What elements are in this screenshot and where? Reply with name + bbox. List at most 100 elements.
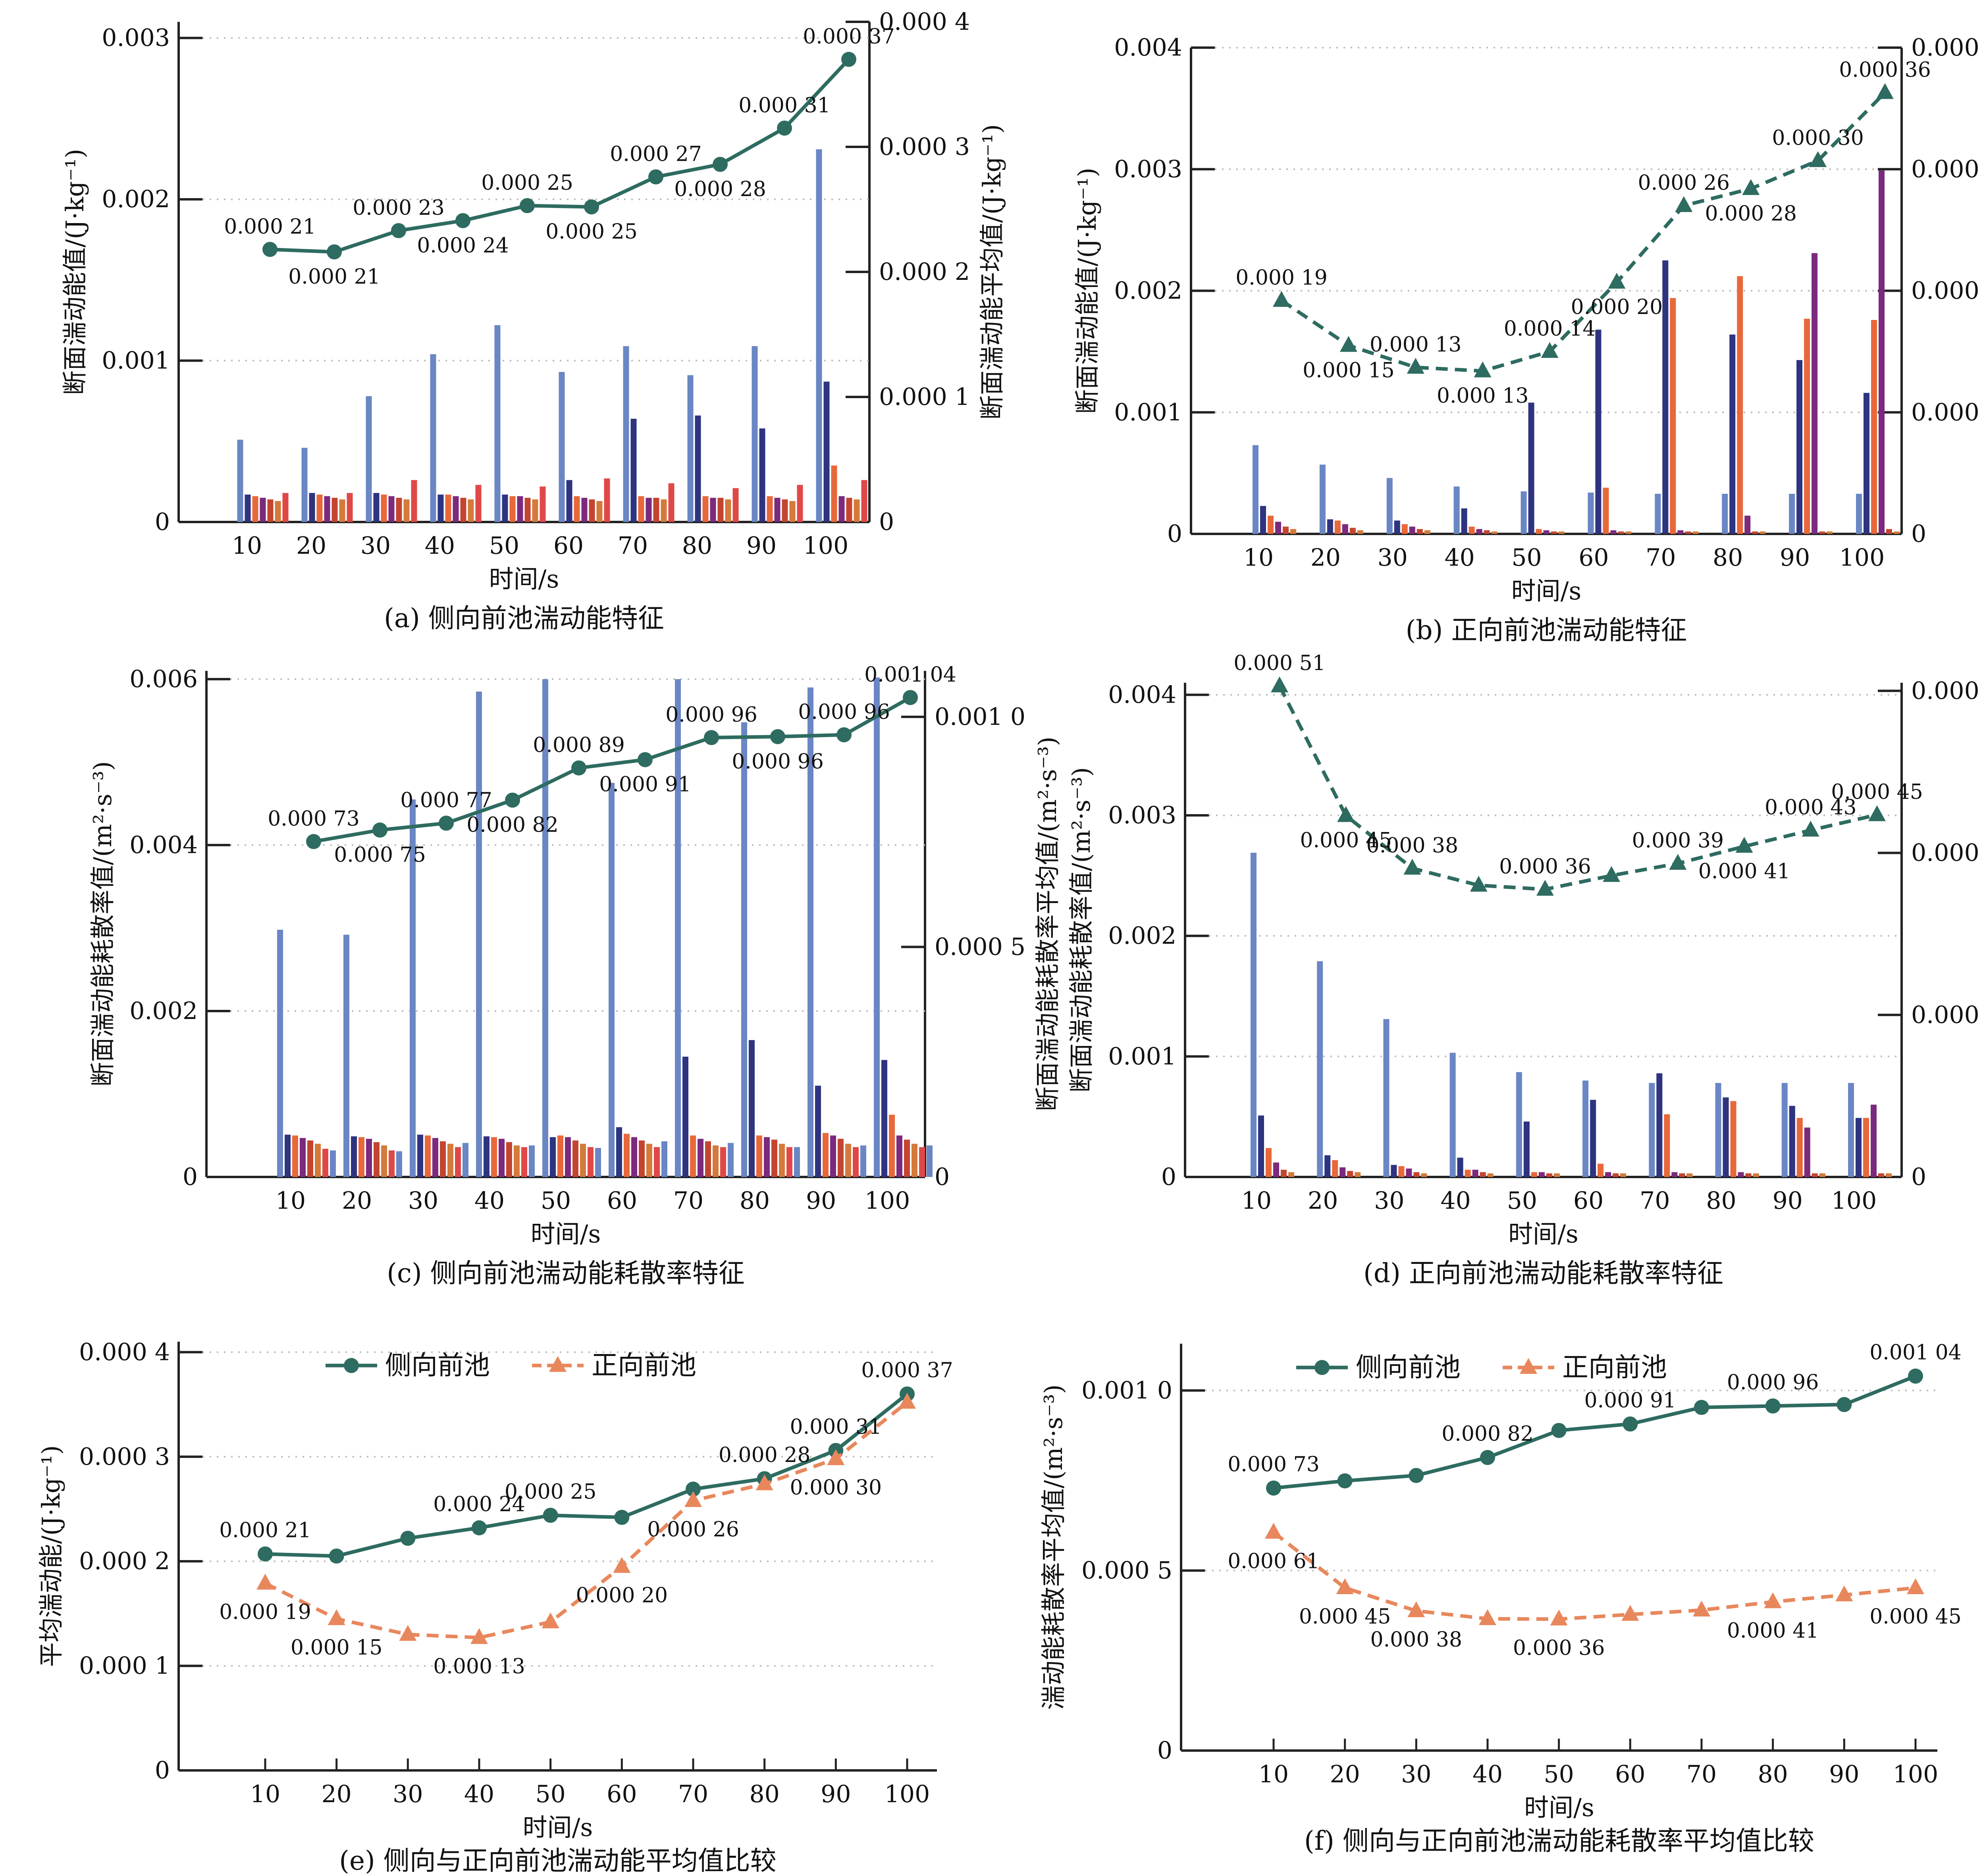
bar [1649, 1083, 1655, 1177]
bar [396, 498, 402, 522]
x-tick-label: 100 [1839, 544, 1885, 572]
data-point [1403, 859, 1421, 875]
data-point [1837, 1397, 1852, 1412]
data-label: 0.000 25 [481, 171, 573, 195]
bar [1457, 1158, 1463, 1177]
series-line [270, 58, 850, 254]
data-label: 0.000 96 [665, 703, 757, 727]
bar [1605, 1172, 1611, 1177]
data-point [1765, 1398, 1781, 1414]
bar [604, 478, 610, 522]
data-label: 0.000 77 [400, 789, 492, 813]
bar [756, 1135, 762, 1177]
bar [447, 1144, 453, 1177]
bar [1789, 493, 1795, 534]
bar [580, 1144, 586, 1177]
legend-marker [1314, 1360, 1330, 1375]
bar [797, 485, 803, 522]
bar [1327, 519, 1333, 534]
bar [366, 396, 372, 522]
data-label: 0.000 37 [861, 1359, 953, 1383]
bar [1878, 1173, 1884, 1177]
bar [396, 1151, 402, 1177]
bar [417, 1134, 423, 1177]
x-tick-label: 30 [393, 1780, 423, 1808]
data-point [1764, 1592, 1782, 1608]
bar [752, 346, 758, 522]
data-label: 0.000 28 [1705, 202, 1797, 225]
bar [1664, 1114, 1670, 1177]
data-point [1809, 151, 1827, 167]
bar [1449, 1053, 1456, 1177]
data-point [1551, 1423, 1567, 1438]
data-label: 0.000 61 [1228, 1549, 1320, 1573]
bar [410, 799, 416, 1177]
bar [1406, 1168, 1412, 1177]
x-tick-label: 100 [885, 1780, 930, 1808]
y-tick-label-right: 0 [935, 1163, 950, 1191]
y-tick-label-left: 0 [155, 508, 170, 536]
y-tick-label-left: 0.004 [1114, 34, 1182, 62]
bar [653, 498, 659, 522]
bar [1677, 530, 1684, 534]
bar [432, 1138, 438, 1177]
bar [476, 691, 482, 1177]
y-tick-label-right: 0.000 6 [1911, 677, 1985, 705]
x-tick-label: 80 [749, 1780, 779, 1808]
data-point [391, 223, 406, 239]
data-label: 0.000 28 [719, 1443, 811, 1467]
data-point [1876, 83, 1894, 99]
data-label: 0.000 23 [353, 196, 445, 220]
y-axis-label-left: 断面湍动能耗散率值/(m²·s⁻³) [1067, 767, 1096, 1092]
bar [1413, 1172, 1420, 1177]
y-tick-label: 0 [155, 1757, 170, 1784]
bar [675, 679, 681, 1177]
bar [1671, 1172, 1678, 1177]
chart-caption: (d) 正向前池湍动能耗散率特征 [1363, 1258, 1723, 1289]
data-point [1623, 1416, 1638, 1432]
bar [1398, 1166, 1405, 1177]
bar [1516, 1072, 1522, 1177]
legend-label: 正向前池 [1562, 1352, 1667, 1383]
y-tick-label-left: 0.003 [1108, 801, 1176, 829]
bar [307, 1140, 313, 1177]
bar [1863, 1118, 1869, 1177]
data-point [1835, 1585, 1853, 1602]
bar [853, 1147, 859, 1177]
series-line [264, 1401, 908, 1639]
bar [1339, 1167, 1346, 1177]
data-label: 0.000 20 [576, 1583, 668, 1607]
data-label: 0.000 36 [1839, 58, 1931, 82]
x-axis-label: 时间/s [1508, 1219, 1578, 1248]
bar [1538, 1172, 1545, 1177]
y-tick-label-right: 0.000 5 [935, 933, 1025, 961]
bar [1273, 1162, 1279, 1177]
bar [339, 499, 345, 522]
bar [690, 1135, 696, 1177]
x-axis-label: 时间/s [1511, 576, 1582, 605]
data-label: 0.000 41 [1727, 1619, 1819, 1643]
data-label: 0.000 25 [545, 220, 638, 244]
x-tick-label: 100 [865, 1187, 910, 1215]
bar [639, 1140, 645, 1177]
chart-panel-a: 0 0.001 0.002 0.003 0 0.000 1 0.000 2 0.000 3 0.… [60, 8, 1006, 634]
bar [741, 722, 747, 1177]
bar [1349, 528, 1356, 534]
data-point [1907, 1578, 1924, 1594]
bar [771, 1139, 777, 1177]
y-axis-label-left: 断面湍动能值/(J·kg⁻¹) [1073, 168, 1102, 414]
y-tick-label-right: 0.001 0 [935, 703, 1025, 731]
y-tick-label-right: 0 [1911, 520, 1926, 548]
bar [499, 1138, 505, 1177]
bar [1528, 403, 1534, 534]
bar [517, 496, 523, 522]
x-tick-label: 40 [1472, 1760, 1503, 1788]
bar [1804, 318, 1810, 534]
bar [668, 483, 675, 522]
y-tick-label-left: 0.004 [129, 831, 198, 859]
y-tick-label-right: 0.000 1 [879, 383, 970, 411]
data-point [770, 729, 785, 744]
bar [881, 1060, 887, 1177]
bar [616, 1127, 622, 1177]
bar [1383, 1019, 1390, 1177]
